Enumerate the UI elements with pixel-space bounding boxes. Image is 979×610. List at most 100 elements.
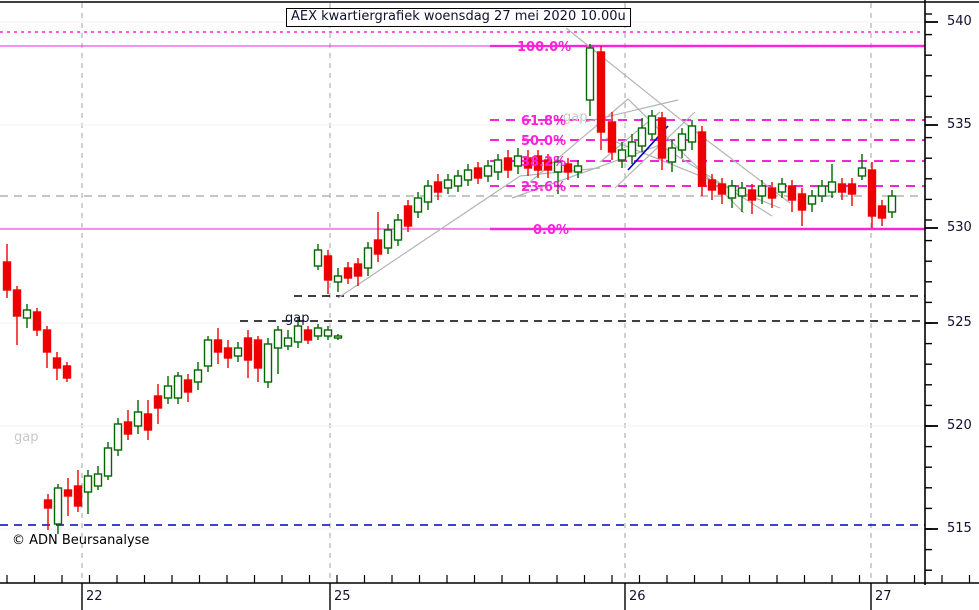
gap-label: gap — [14, 430, 39, 445]
candle-body — [163, 385, 173, 399]
candle-body — [697, 131, 707, 187]
candle-body — [797, 193, 807, 211]
candle-body — [717, 183, 727, 195]
candle-body — [617, 149, 627, 161]
candle-body — [203, 339, 213, 367]
candle-body — [413, 197, 423, 213]
y-axis-label: 530 — [947, 220, 972, 235]
candle-body — [273, 329, 283, 349]
y-axis-label: 515 — [947, 521, 972, 536]
candle-body — [323, 255, 333, 281]
candle-body — [62, 365, 72, 379]
candle-body — [243, 337, 253, 361]
candle-body — [817, 185, 827, 197]
candle-body — [293, 325, 303, 343]
candle-body — [153, 395, 163, 409]
candle-body — [123, 421, 133, 435]
x-axis-label: 22 — [86, 589, 103, 604]
candle-body — [667, 147, 677, 163]
candle-body — [553, 161, 563, 173]
candle-body — [585, 47, 595, 101]
candle-body — [727, 185, 737, 199]
candle-body — [73, 485, 83, 507]
y-axis-label: 525 — [947, 315, 972, 330]
x-axis-label: 25 — [334, 589, 351, 604]
candle-body — [503, 157, 513, 171]
candle-body — [827, 181, 837, 193]
candle-body — [573, 165, 583, 173]
candle-body — [837, 183, 847, 193]
trendline — [614, 111, 696, 189]
candle-body — [737, 187, 747, 197]
candle-body — [113, 423, 123, 451]
candle-body — [52, 357, 62, 369]
candle-body — [403, 205, 413, 227]
candle-body — [787, 185, 797, 201]
candle-body — [637, 127, 647, 147]
trendline — [337, 175, 521, 299]
candle-body — [533, 155, 543, 171]
candle-body — [183, 379, 193, 393]
candle-body — [223, 347, 233, 359]
candle-body — [493, 159, 503, 173]
candle-body — [443, 179, 453, 189]
candle-body — [867, 169, 877, 217]
candle-body — [32, 311, 42, 331]
candle-body — [607, 121, 617, 153]
x-axis-label: 27 — [875, 589, 892, 604]
candle-body — [383, 229, 393, 249]
candle-body — [353, 263, 363, 277]
candle-body — [93, 473, 103, 487]
candle-body — [687, 125, 697, 143]
candle-body — [12, 289, 22, 317]
candle-body — [22, 309, 32, 319]
candle-body — [747, 189, 757, 201]
candle-body — [103, 447, 113, 477]
trendline — [565, 27, 701, 136]
candle-body — [42, 329, 52, 353]
candle-body — [453, 175, 463, 187]
candle-body — [2, 261, 12, 291]
candle-body — [313, 249, 323, 267]
fib-label-100-0: 100.0% — [517, 40, 572, 55]
candle-body — [323, 329, 333, 337]
chart-title: AEX kwartiergrafiek woensdag 27 mei 2020… — [286, 8, 631, 27]
candle-body — [213, 339, 223, 353]
candle-body — [513, 155, 523, 167]
candle-body — [757, 185, 767, 197]
candle-body — [887, 195, 897, 213]
candle-body — [63, 489, 73, 497]
candle-body — [677, 133, 687, 151]
fib-label-23-6: 23.6% — [521, 180, 567, 195]
candle-body — [393, 219, 403, 241]
candle-body — [143, 413, 153, 431]
candle-body — [333, 275, 343, 283]
candle-body — [707, 179, 717, 191]
candle-body — [253, 339, 263, 369]
fib-label-38-2: 38.2% — [521, 155, 567, 170]
gap-label: gap — [563, 110, 588, 125]
candle-body — [543, 159, 553, 171]
candle-body — [283, 337, 293, 347]
candle-body — [173, 375, 183, 399]
candle-body — [423, 185, 433, 203]
candle-body — [857, 167, 867, 177]
candle-body — [303, 329, 313, 341]
candle-body — [193, 369, 203, 383]
candle-body — [433, 181, 443, 193]
candle-body — [313, 327, 323, 337]
fib-label-61-8: 61.8% — [521, 114, 567, 129]
y-axis-label: 540 — [947, 14, 972, 29]
y-axis-label: 520 — [947, 418, 972, 433]
y-axis-label: 535 — [947, 117, 972, 132]
candle-body — [483, 165, 493, 177]
x-axis-label: 26 — [629, 589, 646, 604]
gap-label: gap — [285, 311, 310, 326]
candle-body — [767, 187, 777, 199]
candle-body — [373, 239, 383, 255]
candle-body — [133, 411, 143, 427]
candle-body — [463, 169, 473, 181]
candle-body — [233, 347, 243, 357]
